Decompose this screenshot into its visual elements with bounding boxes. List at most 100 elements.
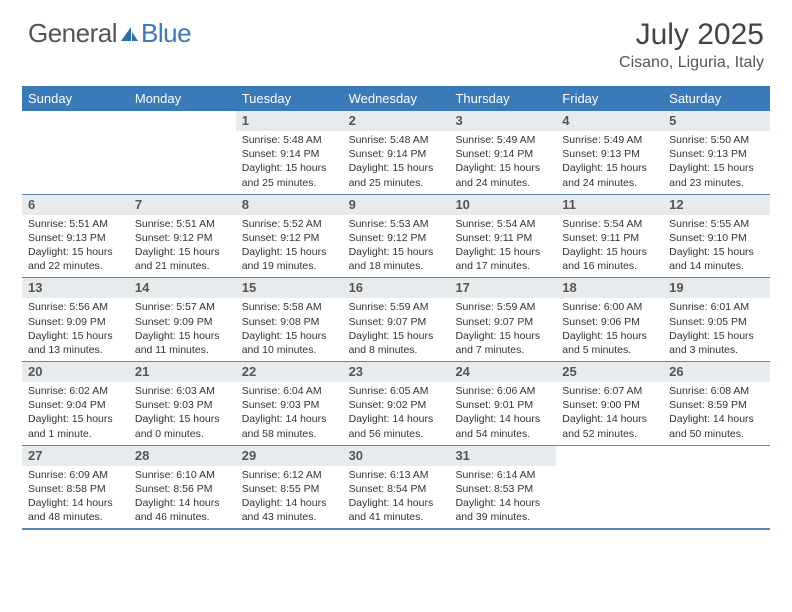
sunrise-text: Sunrise: 5:49 AM [455,133,550,147]
calendar-cell: 8Sunrise: 5:52 AMSunset: 9:12 PMDaylight… [236,195,343,278]
calendar-cell: 11Sunrise: 5:54 AMSunset: 9:11 PMDayligh… [556,195,663,278]
sunrise-text: Sunrise: 6:09 AM [28,468,123,482]
sunset-text: Sunset: 9:14 PM [455,147,550,161]
daylight-text: Daylight: 14 hours and 48 minutes. [28,496,123,524]
daylight-text: Daylight: 15 hours and 16 minutes. [562,245,657,273]
day-details: Sunrise: 6:05 AMSunset: 9:02 PMDaylight:… [343,382,450,445]
day-number: 4 [556,111,663,131]
daylight-text: Daylight: 15 hours and 3 minutes. [669,329,764,357]
col-wednesday: Wednesday [343,86,450,111]
calendar-cell: 19Sunrise: 6:01 AMSunset: 9:05 PMDayligh… [663,278,770,361]
day-details: Sunrise: 6:03 AMSunset: 9:03 PMDaylight:… [129,382,236,445]
day-number: 19 [663,278,770,298]
daylight-text: Daylight: 15 hours and 23 minutes. [669,161,764,189]
calendar-row: 27Sunrise: 6:09 AMSunset: 8:58 PMDayligh… [22,446,770,531]
daylight-text: Daylight: 15 hours and 24 minutes. [455,161,550,189]
daylight-text: Daylight: 14 hours and 43 minutes. [242,496,337,524]
sunrise-text: Sunrise: 5:51 AM [135,217,230,231]
calendar-cell: 21Sunrise: 6:03 AMSunset: 9:03 PMDayligh… [129,362,236,445]
day-details: Sunrise: 5:49 AMSunset: 9:14 PMDaylight:… [449,131,556,194]
calendar-cell: 2Sunrise: 5:48 AMSunset: 9:14 PMDaylight… [343,111,450,194]
day-number: 23 [343,362,450,382]
col-friday: Friday [556,86,663,111]
daylight-text: Daylight: 15 hours and 13 minutes. [28,329,123,357]
day-details: Sunrise: 6:06 AMSunset: 9:01 PMDaylight:… [449,382,556,445]
calendar: Sunday Monday Tuesday Wednesday Thursday… [22,86,770,530]
page-subtitle: Cisano, Liguria, Italy [619,54,764,72]
sunset-text: Sunset: 9:06 PM [562,315,657,329]
sunrise-text: Sunrise: 5:59 AM [349,300,444,314]
daylight-text: Daylight: 15 hours and 21 minutes. [135,245,230,273]
sunrise-text: Sunrise: 6:00 AM [562,300,657,314]
day-number: 30 [343,446,450,466]
sail-icon [119,25,139,43]
day-number: 29 [236,446,343,466]
logo: General Blue [28,18,191,49]
sunrise-text: Sunrise: 5:54 AM [562,217,657,231]
day-number: 5 [663,111,770,131]
day-number: 9 [343,195,450,215]
col-tuesday: Tuesday [236,86,343,111]
sunset-text: Sunset: 9:10 PM [669,231,764,245]
sunrise-text: Sunrise: 6:05 AM [349,384,444,398]
daylight-text: Daylight: 15 hours and 10 minutes. [242,329,337,357]
col-sunday: Sunday [22,86,129,111]
day-number: 26 [663,362,770,382]
calendar-cell: 28Sunrise: 6:10 AMSunset: 8:56 PMDayligh… [129,446,236,529]
daylight-text: Daylight: 14 hours and 41 minutes. [349,496,444,524]
daylight-text: Daylight: 14 hours and 50 minutes. [669,412,764,440]
calendar-cell: 13Sunrise: 5:56 AMSunset: 9:09 PMDayligh… [22,278,129,361]
day-number: 20 [22,362,129,382]
sunrise-text: Sunrise: 5:57 AM [135,300,230,314]
sunset-text: Sunset: 8:58 PM [28,482,123,496]
day-number: 25 [556,362,663,382]
sunrise-text: Sunrise: 5:58 AM [242,300,337,314]
calendar-cell: 10Sunrise: 5:54 AMSunset: 9:11 PMDayligh… [449,195,556,278]
sunrise-text: Sunrise: 5:50 AM [669,133,764,147]
daylight-text: Daylight: 15 hours and 24 minutes. [562,161,657,189]
calendar-row: 1Sunrise: 5:48 AMSunset: 9:14 PMDaylight… [22,111,770,195]
sunset-text: Sunset: 9:12 PM [242,231,337,245]
day-number: 21 [129,362,236,382]
day-details: Sunrise: 5:48 AMSunset: 9:14 PMDaylight:… [343,131,450,194]
day-details: Sunrise: 5:53 AMSunset: 9:12 PMDaylight:… [343,215,450,278]
sunset-text: Sunset: 9:13 PM [562,147,657,161]
day-number: 15 [236,278,343,298]
day-details: Sunrise: 5:54 AMSunset: 9:11 PMDaylight:… [556,215,663,278]
daylight-text: Daylight: 15 hours and 25 minutes. [242,161,337,189]
daylight-text: Daylight: 15 hours and 17 minutes. [455,245,550,273]
day-number: 2 [343,111,450,131]
sunrise-text: Sunrise: 6:14 AM [455,468,550,482]
daylight-text: Daylight: 15 hours and 11 minutes. [135,329,230,357]
daylight-text: Daylight: 14 hours and 54 minutes. [455,412,550,440]
day-details: Sunrise: 6:07 AMSunset: 9:00 PMDaylight:… [556,382,663,445]
sunset-text: Sunset: 9:14 PM [349,147,444,161]
sunset-text: Sunset: 8:56 PM [135,482,230,496]
daylight-text: Daylight: 15 hours and 25 minutes. [349,161,444,189]
daylight-text: Daylight: 15 hours and 18 minutes. [349,245,444,273]
daylight-text: Daylight: 14 hours and 58 minutes. [242,412,337,440]
calendar-header-row: Sunday Monday Tuesday Wednesday Thursday… [22,86,770,111]
logo-text-general: General [28,18,117,49]
col-saturday: Saturday [663,86,770,111]
day-details: Sunrise: 6:09 AMSunset: 8:58 PMDaylight:… [22,466,129,529]
day-details: Sunrise: 6:00 AMSunset: 9:06 PMDaylight:… [556,298,663,361]
sunrise-text: Sunrise: 5:59 AM [455,300,550,314]
calendar-cell [129,111,236,194]
sunrise-text: Sunrise: 6:06 AM [455,384,550,398]
day-number: 13 [22,278,129,298]
day-details: Sunrise: 6:08 AMSunset: 8:59 PMDaylight:… [663,382,770,445]
calendar-cell: 27Sunrise: 6:09 AMSunset: 8:58 PMDayligh… [22,446,129,529]
sunset-text: Sunset: 9:12 PM [349,231,444,245]
sunset-text: Sunset: 9:08 PM [242,315,337,329]
day-details: Sunrise: 5:58 AMSunset: 9:08 PMDaylight:… [236,298,343,361]
calendar-cell: 17Sunrise: 5:59 AMSunset: 9:07 PMDayligh… [449,278,556,361]
sunrise-text: Sunrise: 5:48 AM [242,133,337,147]
sunset-text: Sunset: 9:01 PM [455,398,550,412]
day-number: 28 [129,446,236,466]
day-details: Sunrise: 6:13 AMSunset: 8:54 PMDaylight:… [343,466,450,529]
day-details: Sunrise: 5:55 AMSunset: 9:10 PMDaylight:… [663,215,770,278]
day-number: 24 [449,362,556,382]
daylight-text: Daylight: 14 hours and 52 minutes. [562,412,657,440]
calendar-cell: 4Sunrise: 5:49 AMSunset: 9:13 PMDaylight… [556,111,663,194]
